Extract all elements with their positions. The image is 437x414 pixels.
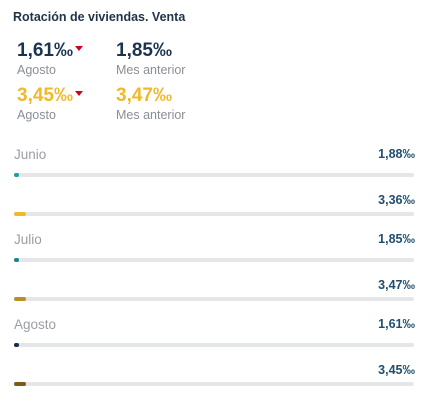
widget-title: Rotación de viviendas. Venta	[13, 10, 186, 24]
progress-track	[14, 212, 414, 216]
kpi-value: 1,61‰	[17, 40, 83, 62]
row-value: 3,45‰	[378, 363, 415, 377]
kpi-value: 3,47‰	[116, 85, 172, 106]
kpi-value-text: 3,45‰	[17, 85, 73, 106]
row-value: 1,61‰	[378, 317, 415, 331]
kpi-previous-month-2: 3,47‰ Mes anterior	[116, 85, 185, 123]
row-value: 3,47‰	[378, 278, 415, 292]
row-value: 1,88‰	[378, 147, 415, 161]
progress-track	[14, 297, 414, 301]
progress-fill	[14, 343, 19, 347]
progress-track	[14, 382, 414, 386]
section-label-agosto: Agosto	[14, 317, 57, 332]
kpi-current-month-2: 3,45‰ Agosto	[17, 85, 83, 123]
row-value: 3,36‰	[378, 193, 415, 207]
progress-fill	[14, 258, 19, 262]
trend-down-icon	[74, 46, 83, 51]
kpi-label: Agosto	[17, 63, 56, 77]
progress-fill	[14, 212, 26, 216]
kpi-previous-month-1: 1,85‰ Mes anterior	[116, 40, 185, 78]
kpi-value: 3,45‰	[17, 85, 83, 107]
progress-fill	[14, 382, 26, 386]
progress-track	[14, 343, 414, 347]
section-label-junio: Junio	[14, 147, 47, 162]
progress-track	[14, 173, 414, 177]
kpi-label: Mes anterior	[116, 108, 186, 122]
trend-down-icon	[74, 91, 83, 96]
kpi-value: 1,85‰	[116, 40, 172, 61]
progress-fill	[14, 173, 19, 177]
row-value: 1,85‰	[378, 232, 415, 246]
progress-fill	[14, 297, 26, 301]
kpi-label: Agosto	[17, 108, 56, 122]
kpi-label: Mes anterior	[116, 63, 186, 77]
progress-track	[14, 258, 414, 262]
kpi-value-text: 1,61‰	[17, 40, 73, 61]
section-label-julio: Julio	[14, 232, 42, 247]
kpi-current-month-1: 1,61‰ Agosto	[17, 40, 83, 78]
